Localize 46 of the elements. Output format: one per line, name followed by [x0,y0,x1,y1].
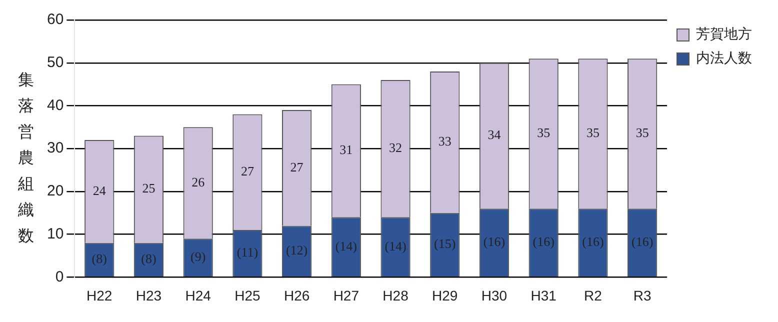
data-label: 35 [636,125,649,140]
y-tick-label: 0 [55,268,64,286]
data-label: 35 [586,125,600,140]
x-tick-label: H26 [284,287,310,304]
data-label: 25 [142,180,156,196]
x-tick-label: H31 [530,287,557,304]
y-tick-label: 50 [46,54,64,72]
legend-label: 内法人数 [696,50,752,67]
y-tick-label: 10 [46,225,64,242]
data-label: (16) [631,234,654,250]
x-tick-label: H29 [432,287,458,304]
legend-label: 芳賀地方 [696,26,752,43]
y-tick-label: 40 [46,96,64,114]
data-label: 32 [389,140,402,156]
x-tick-label: R3 [633,287,652,304]
data-label: (8) [141,251,156,266]
data-label: (9) [190,249,206,264]
data-label: 33 [438,134,452,149]
data-label: 27 [240,164,254,179]
data-label: (14) [384,238,406,254]
data-label: (14) [335,238,357,254]
y-tick-label: 20 [46,182,64,200]
data-label: 26 [192,174,206,190]
x-tick-label: H30 [481,287,508,304]
x-tick-label: H28 [382,287,409,304]
data-label: (16) [483,234,506,250]
data-label: 34 [488,127,502,142]
x-tick-label: H27 [333,287,360,304]
data-label: (12) [286,242,308,258]
x-tick-label: H25 [234,287,260,304]
data-label: (15) [434,236,456,252]
x-tick-label: H24 [185,287,212,304]
data-label: 35 [537,125,550,140]
data-label: 27 [290,159,304,174]
y-tick-label: 60 [46,11,64,28]
data-label: (11) [236,244,258,260]
data-label: 31 [340,142,353,158]
x-tick-label: R2 [584,287,602,304]
x-tick-label: H23 [136,287,162,304]
y-axis-title: 集落営農組織数 [17,69,35,247]
data-label: (16) [582,234,604,250]
y-tick-label: 30 [46,140,64,157]
data-label: 24 [92,182,106,198]
data-label: (16) [532,234,554,250]
x-tick-label: H22 [86,287,112,304]
data-label: (8) [92,251,107,266]
